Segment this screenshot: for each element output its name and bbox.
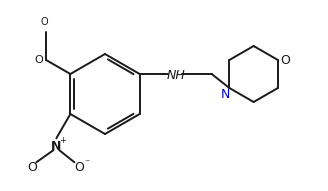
- Text: O: O: [74, 161, 84, 174]
- Text: NH: NH: [166, 69, 185, 82]
- Text: O: O: [34, 55, 43, 65]
- Text: N: N: [221, 87, 230, 100]
- Text: O: O: [280, 53, 290, 66]
- Text: +: +: [59, 136, 66, 145]
- Text: ⁻: ⁻: [85, 158, 90, 168]
- Text: O: O: [40, 17, 48, 27]
- Text: O: O: [28, 161, 37, 174]
- Text: N: N: [51, 140, 62, 153]
